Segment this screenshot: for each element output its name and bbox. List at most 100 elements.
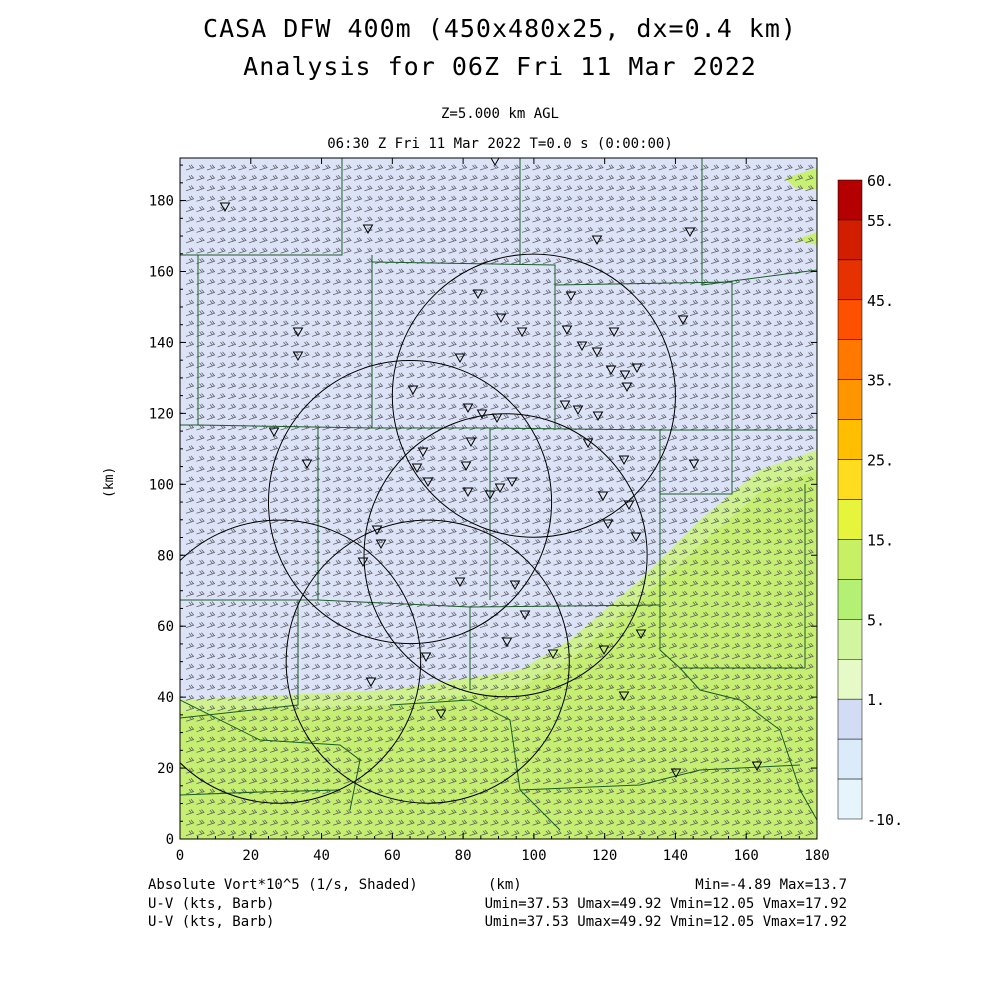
colorbar-swatch — [837, 778, 863, 820]
station-marker — [597, 491, 609, 502]
station-marker — [490, 158, 500, 167]
station-marker — [751, 761, 763, 772]
colorbar-swatch — [837, 259, 863, 301]
station-marker — [472, 289, 484, 300]
station-marker — [460, 461, 472, 472]
colorbar-label: 60. — [867, 172, 894, 190]
station-marker — [268, 427, 280, 438]
station-marker — [375, 539, 387, 550]
radar-ring — [363, 413, 648, 698]
x-tick-label: 20 — [242, 848, 259, 864]
footer-field1: Absolute Vort*10^5 (1/s, Shaded) — [148, 877, 418, 893]
footer-minmax: Min=-4.89 Max=13.7 — [695, 877, 847, 893]
colorbar-swatch — [837, 499, 863, 540]
station-marker — [619, 370, 631, 381]
y-axis-label: (km) — [102, 466, 117, 498]
station-marker — [621, 382, 633, 393]
colorbar: 60. 55. 45. 35. 25. 15. 5. 1. -10. — [837, 172, 903, 829]
radar-ring — [267, 359, 553, 645]
colorbar-label: 55. — [867, 212, 894, 230]
station-marker — [491, 413, 503, 424]
footer-stats2: Umin=37.53 Umax=49.92 Vmin=12.05 Vmax=17… — [484, 896, 847, 912]
station-marker — [411, 463, 423, 474]
station-marker — [591, 235, 603, 246]
station-marker — [454, 353, 466, 364]
station-marker — [565, 291, 577, 302]
colorbar-swatch — [837, 459, 863, 500]
x-tick-label: 140 — [663, 848, 688, 864]
y-tick-label: 140 — [149, 335, 174, 351]
x-tick-label: 60 — [384, 848, 401, 864]
station-marker — [465, 437, 477, 448]
colorbar-swatch — [837, 619, 863, 660]
colorbar-label: 15. — [867, 531, 894, 549]
chart-title-line2: Analysis for 06Z Fri 11 Mar 2022 — [243, 52, 757, 81]
colorbar-swatch — [837, 299, 863, 340]
y-tick-label: 40 — [157, 690, 174, 706]
colorbar-label: -10. — [867, 811, 903, 829]
station-marker — [591, 347, 603, 358]
station-marker — [292, 327, 304, 338]
x-tick-label: 160 — [734, 848, 759, 864]
station-marker — [592, 411, 604, 422]
station-marker — [462, 487, 474, 498]
x-tick-label: 120 — [592, 848, 617, 864]
y-tick-label: 120 — [149, 406, 174, 422]
colorbar-swatch — [837, 698, 863, 740]
station-marker — [407, 385, 419, 396]
station-marker — [576, 341, 588, 352]
station-marker — [561, 325, 573, 336]
radar-ring — [285, 519, 570, 804]
station-marker — [420, 652, 432, 663]
station-markers — [219, 158, 763, 779]
colorbar-swatch — [837, 179, 863, 221]
y-tick-label: 0 — [166, 832, 174, 848]
y-tick-label: 20 — [157, 761, 174, 777]
y-tick-label: 80 — [157, 548, 174, 564]
axis-tick-marks — [179, 158, 818, 840]
station-marker — [501, 637, 513, 648]
y-tick-label: 60 — [157, 619, 174, 635]
time-label: 06:30 Z Fri 11 Mar 2022 T=0.0 s (0:00:00… — [327, 136, 673, 152]
station-marker — [506, 477, 518, 488]
station-marker — [484, 490, 496, 501]
station-marker — [547, 649, 559, 660]
y-tick-label: 100 — [149, 477, 174, 493]
chart-title-line1: CASA DFW 400m (450x480x25, dx=0.4 km) — [203, 14, 797, 43]
station-marker — [688, 459, 700, 470]
county-boundaries — [180, 158, 817, 831]
station-marker — [631, 363, 643, 374]
y-tick-label: 180 — [149, 194, 174, 210]
station-marker — [618, 455, 630, 466]
footer-stats3: Umin=37.53 Umax=49.92 Vmin=12.05 Vmax=17… — [484, 914, 847, 930]
station-marker — [602, 519, 614, 530]
station-marker — [582, 438, 594, 449]
radar-ring — [180, 519, 422, 804]
station-marker — [598, 645, 610, 656]
x-tick-label: 0 — [176, 848, 184, 864]
station-marker — [618, 691, 630, 702]
colorbar-swatch — [837, 379, 863, 420]
station-marker — [494, 483, 506, 494]
x-tick-label: 80 — [455, 848, 472, 864]
station-marker — [519, 610, 531, 621]
station-marker — [454, 577, 466, 588]
footer-field3: U-V (kts, Barb) — [148, 914, 275, 930]
radar-range-rings — [180, 253, 676, 804]
y-tick-label: 160 — [149, 265, 174, 281]
colorbar-label: 35. — [867, 372, 894, 390]
wind-barb-grid — [185, 164, 814, 836]
colorbar-swatch — [837, 419, 863, 460]
station-marker — [684, 227, 696, 238]
station-marker — [362, 224, 374, 235]
colorbar-label: 45. — [867, 292, 894, 310]
station-marker — [559, 400, 571, 411]
colorbar-swatch — [837, 219, 863, 261]
station-marker — [417, 447, 429, 458]
station-marker — [623, 500, 635, 511]
station-marker — [301, 459, 313, 470]
wind-barbs — [185, 164, 814, 836]
station-marker — [516, 327, 528, 338]
station-marker — [365, 677, 377, 688]
